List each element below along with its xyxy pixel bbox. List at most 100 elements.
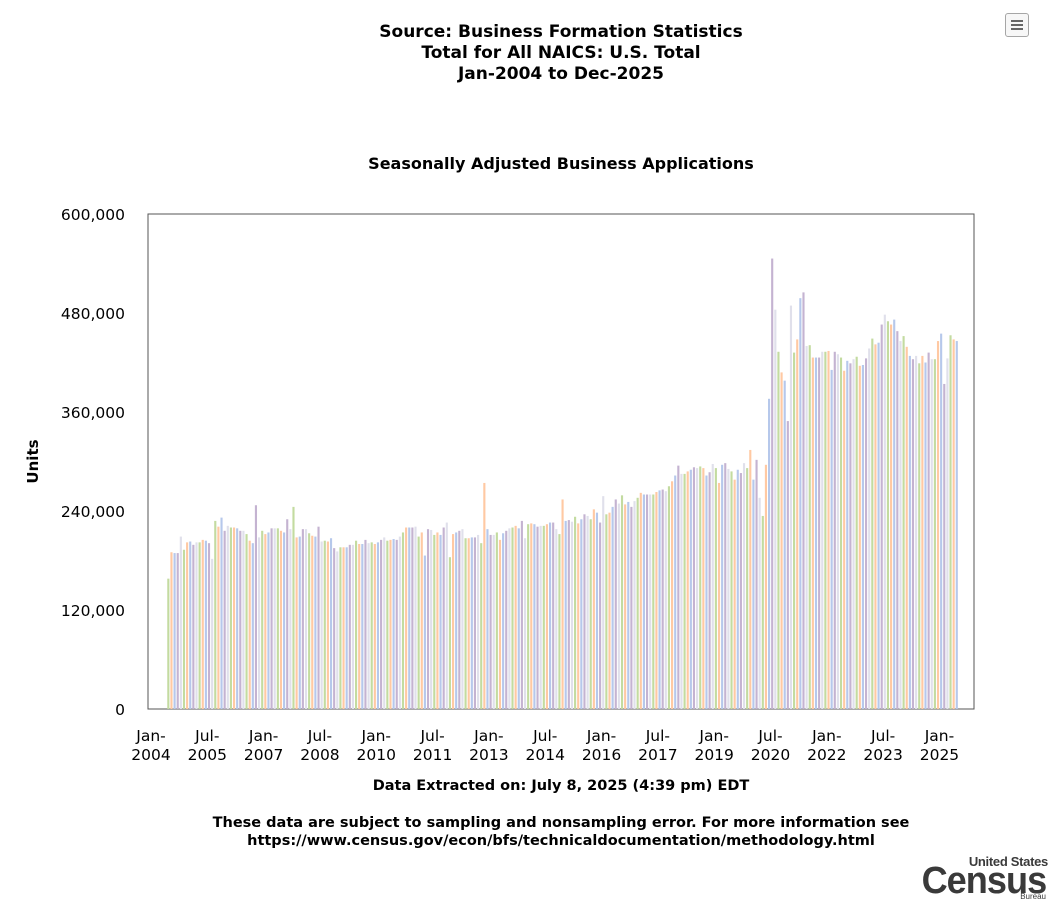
- x-tick-label: Jan-: [586, 727, 617, 745]
- bar: [846, 360, 849, 709]
- bar: [245, 534, 248, 709]
- y-tick-label: 600,000: [61, 206, 125, 224]
- bar: [254, 505, 258, 709]
- chart-title: Seasonally Adjusted Business Application…: [368, 154, 754, 173]
- bar: [336, 551, 339, 709]
- bar: [642, 494, 645, 709]
- bar: [251, 543, 254, 709]
- bar: [430, 529, 433, 709]
- bar: [671, 481, 674, 709]
- bar: [783, 380, 786, 709]
- bar: [864, 358, 868, 710]
- bar: [574, 516, 577, 709]
- bar: [680, 473, 683, 710]
- bar: [267, 532, 270, 709]
- x-tick-label: 2022: [807, 746, 846, 764]
- bar: [927, 352, 930, 709]
- bar: [539, 525, 542, 709]
- bar: [311, 535, 314, 709]
- bar: [677, 465, 680, 710]
- bar: [708, 472, 711, 709]
- bar: [304, 529, 308, 709]
- bar: [592, 509, 595, 709]
- bar: [289, 529, 292, 709]
- bar: [398, 536, 401, 709]
- bar: [192, 544, 195, 709]
- bar: [527, 524, 530, 709]
- bar: [652, 494, 655, 709]
- bar: [570, 521, 574, 709]
- x-tick-label: 2023: [863, 746, 902, 764]
- logo-line1: United States: [968, 854, 1048, 869]
- x-tick-label: Jan-: [924, 727, 955, 745]
- bar: [877, 342, 880, 709]
- bar: [705, 475, 708, 709]
- bar: [417, 536, 420, 709]
- bar: [370, 542, 373, 709]
- methodology-link[interactable]: https://www.census.gov/econ/bfs/technica…: [247, 833, 875, 849]
- bar: [283, 532, 286, 709]
- bar: [405, 527, 408, 709]
- bar: [373, 544, 376, 709]
- bar: [495, 532, 498, 709]
- bar: [649, 494, 652, 709]
- data-extracted-note: Data Extracted on: July 8, 2025 (4:39 pm…: [372, 778, 750, 794]
- y-tick-label: 0: [115, 701, 125, 719]
- bar: [236, 528, 239, 709]
- date-range-title: Jan-2004 to Dec-2025: [457, 64, 664, 84]
- bar: [836, 354, 839, 709]
- bar: [542, 525, 545, 709]
- bar: [617, 503, 620, 709]
- bar: [470, 537, 473, 709]
- bar: [830, 369, 833, 709]
- bar: [389, 539, 392, 710]
- bar: [580, 519, 583, 709]
- bar: [952, 339, 955, 709]
- x-tick-label: 2016: [582, 746, 621, 764]
- bar: [936, 341, 940, 709]
- bar: [520, 520, 523, 709]
- bar: [655, 492, 658, 709]
- bar: [480, 543, 483, 709]
- x-tick-label: 2014: [526, 746, 565, 764]
- bar: [921, 355, 924, 709]
- chart-header: Source: Business Formation Statistics To…: [0, 22, 1050, 85]
- bar: [258, 537, 261, 709]
- bar: [420, 532, 423, 709]
- bar: [401, 532, 405, 709]
- bar: [286, 519, 289, 709]
- bar: [742, 463, 746, 709]
- bar: [376, 542, 380, 709]
- x-tick-label: 2007: [244, 746, 283, 764]
- bar: [674, 475, 677, 709]
- bar: [611, 506, 614, 710]
- bar: [839, 357, 843, 709]
- bar: [386, 540, 389, 709]
- bar: [361, 544, 364, 709]
- bar: [764, 464, 767, 709]
- bar: [799, 298, 802, 709]
- bar: [345, 547, 348, 709]
- bar: [342, 547, 345, 709]
- bar: [207, 543, 211, 709]
- bar: [702, 468, 705, 709]
- bar: [458, 530, 461, 709]
- bar: [483, 482, 486, 709]
- bar: [167, 578, 170, 709]
- bar: [902, 336, 905, 709]
- bar: [226, 525, 229, 709]
- bar: [714, 468, 717, 709]
- bar: [780, 372, 783, 709]
- bar: [777, 351, 780, 709]
- bar: [442, 527, 445, 709]
- bar: [505, 530, 508, 709]
- bar: [423, 555, 426, 709]
- bar: [805, 346, 808, 709]
- logo-line3: Bureau: [1020, 892, 1046, 901]
- methodology-note-line1: These data are subject to sampling and n…: [212, 815, 910, 831]
- hamburger-menu-icon[interactable]: [1005, 13, 1029, 37]
- methodology-note: These data are subject to sampling and n…: [0, 814, 1050, 850]
- bar: [818, 357, 821, 709]
- bar: [696, 468, 699, 709]
- bar: [893, 319, 896, 709]
